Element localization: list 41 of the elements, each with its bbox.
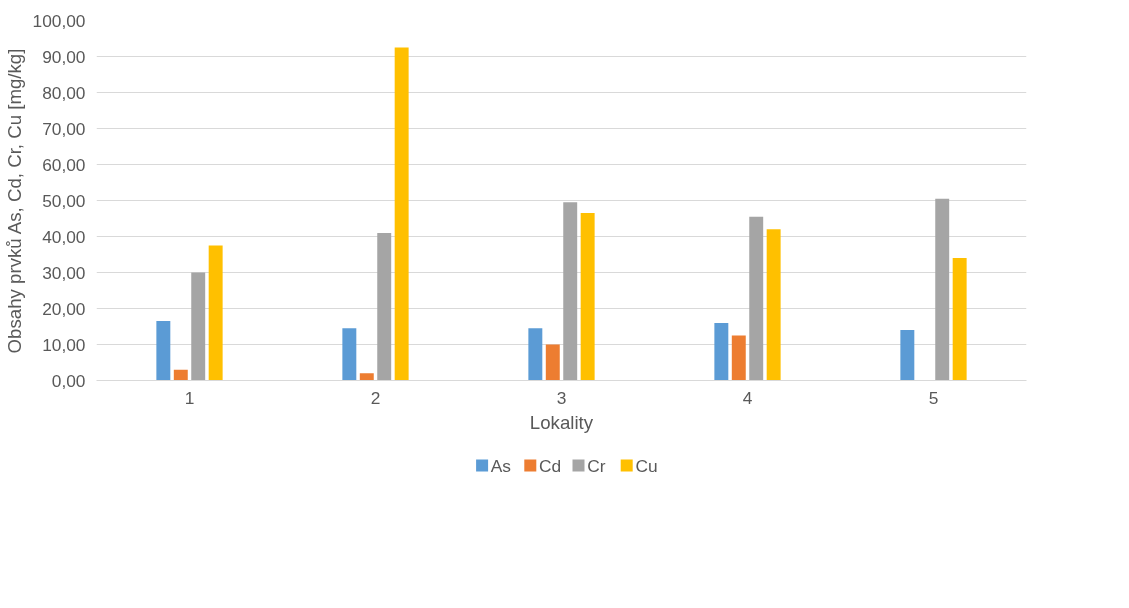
y-tick-label: 70,00 xyxy=(42,118,86,139)
y-axis-title: Obsahy prvků As, Cd, Cr, Cu [mg/kg] xyxy=(3,48,25,354)
bar xyxy=(342,328,357,381)
legend-label: Cr xyxy=(587,455,606,476)
bar xyxy=(377,232,392,381)
y-tick-label: 50,00 xyxy=(42,190,86,211)
bar xyxy=(191,272,206,381)
bar xyxy=(749,216,764,381)
x-tick-label: 2 xyxy=(370,387,381,408)
y-tick-label: 10,00 xyxy=(42,334,86,355)
bar xyxy=(731,335,746,381)
x-tick-label: 4 xyxy=(742,387,753,408)
x-tick-label: 5 xyxy=(928,387,939,408)
bar xyxy=(359,373,374,381)
y-tick-label: 30,00 xyxy=(42,262,86,283)
bar xyxy=(173,369,188,381)
bar xyxy=(714,322,729,381)
bar xyxy=(766,229,781,381)
x-tick-label: 1 xyxy=(184,387,195,408)
bar xyxy=(900,330,915,381)
bar xyxy=(208,245,223,381)
bar xyxy=(563,202,578,381)
bar xyxy=(156,321,171,381)
bar xyxy=(580,213,595,381)
legend-label: As xyxy=(490,455,512,476)
bar xyxy=(935,198,950,381)
y-tick-label: 80,00 xyxy=(42,82,86,103)
y-tick-label: 40,00 xyxy=(42,226,86,247)
bar xyxy=(952,258,967,381)
x-tick-label: 3 xyxy=(556,387,567,408)
y-tick-label: 90,00 xyxy=(42,46,86,67)
y-tick-label: 60,00 xyxy=(42,154,86,175)
bar xyxy=(545,344,560,381)
y-tick-label: 0,00 xyxy=(51,370,86,391)
legend-label: Cu xyxy=(635,455,658,476)
x-axis-title: Lokality xyxy=(529,411,594,433)
bar xyxy=(394,47,409,381)
y-tick-label: 100,00 xyxy=(32,10,86,31)
bar xyxy=(528,328,543,381)
y-tick-label: 20,00 xyxy=(42,298,86,319)
legend-label: Cd xyxy=(538,455,562,476)
